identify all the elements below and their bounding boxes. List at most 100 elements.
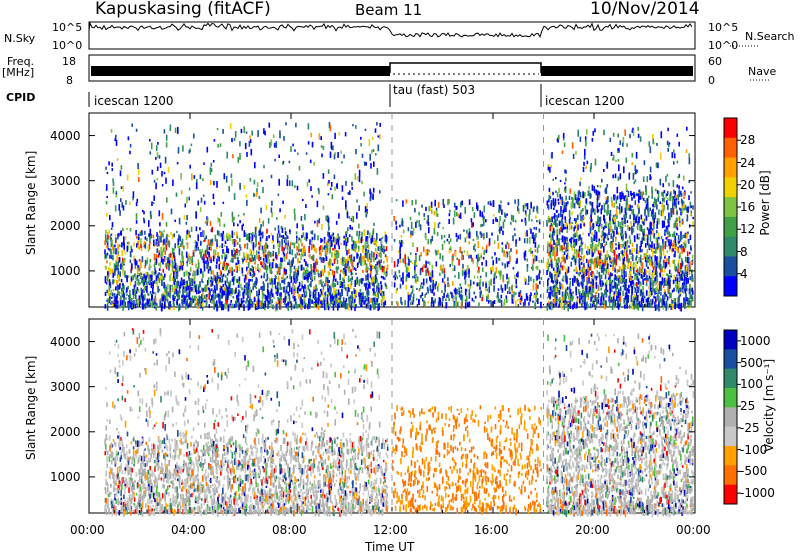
- scatter-power-cell: [674, 276, 677, 282]
- scatter-power-cell: [552, 216, 555, 219]
- scatter-power-cell: [283, 136, 285, 141]
- scatter-power-cell: [366, 207, 368, 214]
- scatter-power-cell: [115, 299, 118, 305]
- scatter-power-cell: [421, 266, 424, 273]
- scatter-power-cell: [151, 301, 154, 308]
- scatter-power-cell: [335, 299, 337, 306]
- scatter-power-cell: [599, 242, 602, 248]
- scatter-power-cell: [556, 215, 558, 221]
- scatter-power-cell: [158, 277, 161, 284]
- scatter-power-cell: [164, 284, 167, 291]
- scatter-power-cell: [347, 283, 350, 290]
- scatter-power-cell: [265, 243, 268, 248]
- scatter-power-cell: [498, 270, 500, 274]
- scatter-power-cell: [616, 214, 618, 219]
- scatter-power-cell: [405, 199, 408, 204]
- scatter-power-cell: [589, 227, 592, 234]
- scatter-power-cell: [200, 296, 202, 300]
- scatter-power-cell: [104, 253, 107, 259]
- scatter-power-cell: [110, 233, 113, 236]
- scatter-power-cell: [131, 123, 133, 127]
- scatter-power-cell: [254, 233, 257, 238]
- scatter-power-cell: [347, 256, 349, 261]
- scatter-power-cell: [418, 211, 420, 216]
- scatter-power-cell: [180, 243, 182, 248]
- scatter-power-cell: [688, 297, 690, 304]
- scatter-power-cell: [202, 254, 205, 260]
- scatter-power-cell: [223, 173, 226, 180]
- scatter-power-cell: [594, 245, 596, 251]
- scatter-power-cell: [262, 187, 264, 194]
- scatter-power-cell: [238, 264, 241, 272]
- scatter-power-cell: [613, 250, 616, 256]
- scatter-power-cell: [458, 272, 460, 279]
- freq-tick-bottom: 8: [66, 74, 73, 87]
- scatter-power-cell: [243, 230, 246, 237]
- scatter-power-cell: [350, 270, 353, 276]
- scatter-power-cell: [257, 263, 259, 270]
- scatter-power-cell: [290, 303, 293, 311]
- scatter-power-cell: [657, 259, 659, 264]
- scatter-power-cell: [556, 279, 559, 284]
- scatter-power-cell: [177, 293, 180, 301]
- scatter-power-cell: [235, 287, 237, 293]
- scatter-power-cell: [568, 195, 571, 200]
- scatter-power-cell: [554, 301, 557, 306]
- scatter-power-cell: [105, 166, 107, 170]
- scatter-power-cell: [493, 277, 495, 285]
- scatter-power-cell: [511, 294, 513, 300]
- scatter-power-cell: [135, 294, 137, 299]
- scatter-power-cell: [230, 257, 233, 262]
- scatter-power-cell: [137, 265, 139, 271]
- scatter-power-cell: [125, 200, 127, 205]
- scatter-power-cell: [201, 278, 203, 283]
- scatter-power-cell: [660, 252, 662, 259]
- scatter-power-cell: [245, 292, 248, 296]
- scatter-power-cell: [611, 229, 614, 234]
- scatter-power-cell: [501, 262, 504, 266]
- scatter-power-cell: [581, 299, 584, 303]
- scatter-power-cell: [328, 261, 331, 266]
- scatter-power-cell: [504, 263, 506, 269]
- scatter-power-cell: [221, 234, 224, 240]
- scatter-power-cell: [254, 266, 257, 270]
- scatter-power-cell: [105, 282, 108, 285]
- scatter-power-cell: [581, 282, 584, 288]
- scatter-power-cell: [607, 270, 610, 275]
- scatter-power-cell: [308, 179, 311, 183]
- scatter-power-cell: [131, 248, 133, 253]
- scatter-power-cell: [489, 299, 491, 302]
- scatter-power-cell: [652, 252, 654, 257]
- scatter-power-cell: [320, 279, 322, 285]
- scatter-power-cell: [260, 232, 263, 236]
- scatter-power-cell: [143, 282, 146, 287]
- scatter-power-cell: [621, 268, 623, 275]
- scatter-power-cell: [251, 130, 253, 136]
- scatter-power-cell: [637, 250, 640, 255]
- scatter-power-cell: [277, 267, 280, 275]
- scatter-power-cell: [610, 299, 612, 303]
- scatter-power-cell: [323, 297, 325, 305]
- scatter-power-cell: [559, 283, 561, 290]
- scatter-power-cell: [385, 273, 387, 276]
- scatter-power-cell: [652, 209, 654, 216]
- scatter-power-cell: [133, 242, 135, 247]
- scatter-power-cell: [655, 201, 658, 208]
- scatter-power-cell: [293, 288, 295, 296]
- scatter-power-cell: [177, 147, 180, 154]
- scatter-power-cell: [565, 248, 567, 253]
- scatter-power-cell: [191, 300, 193, 304]
- scatter-power-cell: [669, 214, 671, 221]
- scatter-power-cell: [239, 244, 241, 248]
- scatter-power-cell: [570, 240, 573, 248]
- scatter-power-cell: [157, 273, 159, 279]
- scatter-power-cell: [668, 247, 671, 252]
- scatter-power-cell: [571, 221, 573, 224]
- scatter-power-cell: [374, 277, 377, 283]
- scatter-power-cell: [219, 220, 221, 227]
- scatter-power-cell: [380, 252, 382, 259]
- scatter-power-cell: [375, 298, 378, 305]
- scatter-power-cell: [558, 290, 561, 295]
- scatter-power-cell: [360, 294, 363, 301]
- scatter-power-cell: [350, 284, 352, 289]
